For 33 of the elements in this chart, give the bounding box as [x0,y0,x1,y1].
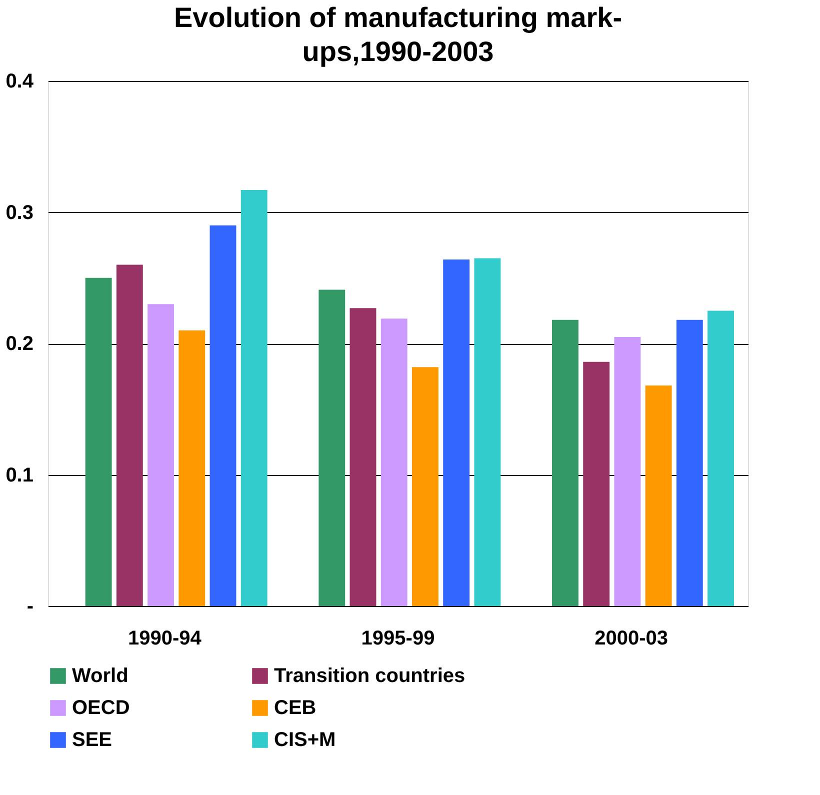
bar [240,190,268,606]
y-tick-label: 0.2 [6,333,34,355]
chart-title: Evolution of manufacturing mark-ups,1990-2003 [174,2,622,67]
bar [645,386,672,606]
x-tick-label: 1995-99 [361,628,435,650]
bar [85,278,112,606]
bar [116,264,143,606]
legend-label: CEB [274,697,316,719]
bar [552,320,578,606]
x-tick-label: 1990-94 [128,628,202,650]
legend-label: SEE [72,729,112,751]
y-tick-label: 0.3 [6,202,34,224]
bar [210,225,236,606]
y-tick-label: 0.4 [6,70,34,92]
bar [676,320,703,606]
legend-label: World [72,665,128,687]
y-tick-label: - [26,596,34,618]
bar [474,258,501,606]
legend-label: OECD [72,697,130,719]
bar [443,260,470,606]
x-tick-label: 2000-03 [594,628,668,650]
bar [350,308,376,606]
bar [318,290,346,606]
bar [708,310,734,606]
bar [583,362,610,606]
bar [614,336,641,606]
bar [380,318,408,606]
bar [412,367,438,606]
legend-label: Transition countries [274,665,466,687]
y-tick-label: 0.1 [6,464,34,486]
bar [178,330,206,606]
legend-label: CIS+M [274,729,336,751]
bar [148,304,174,606]
